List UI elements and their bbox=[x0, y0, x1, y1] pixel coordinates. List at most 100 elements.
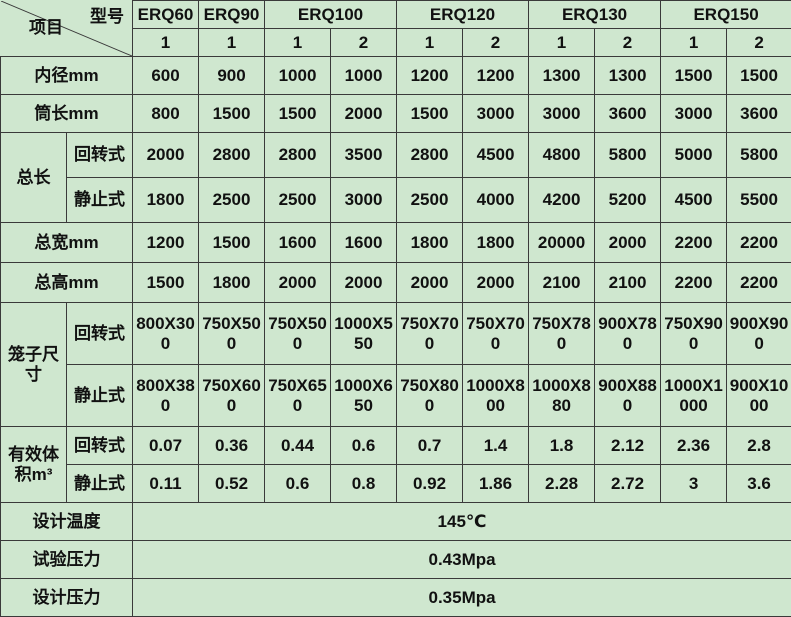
table-cell: 5500 bbox=[726, 177, 791, 223]
table-cell: 20000 bbox=[528, 222, 596, 263]
variant-header: 1 bbox=[528, 28, 596, 57]
table-cell: 1500 bbox=[660, 56, 728, 95]
table-cell: 1500 bbox=[132, 262, 199, 303]
table-cell: 3600 bbox=[726, 94, 791, 133]
table-cell: 2500 bbox=[396, 177, 464, 223]
table-cell: 2000 bbox=[462, 262, 530, 303]
table-cell: 1800 bbox=[132, 177, 199, 223]
table-row: 试验压力 0.43Mpa bbox=[0, 540, 791, 579]
table-cell: 1.4 bbox=[462, 426, 530, 465]
corner-header-cell: 型号 项目 bbox=[0, 0, 133, 57]
table-cell: 0.52 bbox=[198, 464, 265, 503]
table-cell-merged: 145℃ bbox=[131, 502, 791, 541]
table-cell: 4500 bbox=[660, 177, 728, 223]
table-cell: 800 bbox=[132, 94, 199, 133]
row-sublabel: 回转式 bbox=[66, 426, 133, 465]
table-cell: 3 bbox=[660, 464, 728, 503]
table-cell: 1300 bbox=[528, 56, 596, 95]
table-cell: 3500 bbox=[329, 132, 398, 178]
table-cell: 900X780 bbox=[594, 302, 662, 365]
table-cell: 750X780 bbox=[528, 302, 596, 365]
table-cell: 750X600 bbox=[198, 364, 265, 427]
table-cell: 1500 bbox=[198, 222, 265, 263]
table-cell: 600 bbox=[132, 56, 199, 95]
table-cell: 750X700 bbox=[462, 302, 530, 365]
table-cell: 0.6 bbox=[329, 426, 398, 465]
table-cell: 2000 bbox=[396, 262, 464, 303]
table-cell: 800X380 bbox=[132, 364, 199, 427]
table-cell: 3600 bbox=[594, 94, 662, 133]
table-row: 筒长mm 800 1500 1500 2000 1500 3000 3000 3… bbox=[0, 94, 791, 133]
model-group-header: ERQ130 bbox=[528, 0, 662, 29]
table-cell: 1300 bbox=[594, 56, 662, 95]
table-cell: 5000 bbox=[660, 132, 728, 178]
table-row: 有效体积m³ 回转式 0.07 0.36 0.44 0.6 0.7 1.4 1.… bbox=[0, 426, 791, 503]
variant-header: 2 bbox=[462, 28, 530, 57]
table-cell: 4800 bbox=[528, 132, 596, 178]
table-cell: 1200 bbox=[462, 56, 530, 95]
table-cell: 900X880 bbox=[594, 364, 662, 427]
row-sublabel: 回转式 bbox=[66, 302, 133, 365]
table-cell: 750X800 bbox=[396, 364, 464, 427]
table-cell: 1200 bbox=[132, 222, 199, 263]
table-cell: 800X300 bbox=[132, 302, 199, 365]
table-row: 静止式 0.11 0.52 0.6 0.8 0.92 1.86 2.28 2.7… bbox=[1, 464, 791, 503]
table-cell: 0.92 bbox=[396, 464, 464, 503]
table-cell: 1000X880 bbox=[528, 364, 596, 427]
table-cell: 4000 bbox=[462, 177, 530, 223]
header-row-models: 型号 项目 ERQ60 ERQ90 ERQ100 ERQ120 ERQ130 E… bbox=[0, 0, 791, 57]
table-cell: 2500 bbox=[198, 177, 265, 223]
variant-header: 2 bbox=[726, 28, 791, 57]
row-label: 设计温度 bbox=[0, 502, 133, 541]
table-cell: 1800 bbox=[462, 222, 530, 263]
table-cell: 1600 bbox=[329, 222, 398, 263]
table-cell: 5800 bbox=[726, 132, 791, 178]
row-sublabel: 静止式 bbox=[66, 464, 133, 503]
table-cell-merged: 0.43Mpa bbox=[131, 540, 791, 579]
table-cell: 2100 bbox=[528, 262, 596, 303]
table-cell: 4500 bbox=[462, 132, 530, 178]
row-label: 设计压力 bbox=[0, 578, 133, 617]
table-cell: 0.44 bbox=[264, 426, 331, 465]
table-cell: 0.6 bbox=[264, 464, 331, 503]
table-cell: 2100 bbox=[594, 262, 662, 303]
table-cell: 750X900 bbox=[660, 302, 728, 365]
table-row: 设计压力 0.35Mpa bbox=[0, 578, 791, 617]
table-row: 设计温度 145℃ bbox=[0, 502, 791, 541]
variant-header: 1 bbox=[132, 28, 199, 57]
table-cell: 750X700 bbox=[396, 302, 464, 365]
table-cell: 3000 bbox=[329, 177, 398, 223]
table-cell: 2000 bbox=[594, 222, 662, 263]
table-cell: 3000 bbox=[528, 94, 596, 133]
table-cell: 1500 bbox=[726, 56, 791, 95]
variant-header: 1 bbox=[198, 28, 265, 57]
model-group-header: ERQ60 bbox=[132, 0, 199, 29]
model-group-header: ERQ120 bbox=[396, 0, 530, 29]
variant-header: 2 bbox=[594, 28, 662, 57]
table-cell: 3.6 bbox=[726, 464, 791, 503]
model-group-header: ERQ100 bbox=[263, 0, 398, 29]
table-cell: 1500 bbox=[396, 94, 464, 133]
table-cell: 1800 bbox=[396, 222, 464, 263]
table-cell: 1.8 bbox=[528, 426, 596, 465]
table-cell: 2200 bbox=[726, 222, 791, 263]
model-group-header: ERQ90 bbox=[198, 0, 265, 29]
row-label: 筒长mm bbox=[0, 94, 133, 133]
table-cell: 0.11 bbox=[132, 464, 199, 503]
row-label-group: 总长 bbox=[0, 132, 67, 223]
table-cell: 2800 bbox=[264, 132, 331, 178]
table-cell: 2.28 bbox=[528, 464, 596, 503]
table-cell: 900X1000 bbox=[726, 364, 791, 427]
table-cell: 2200 bbox=[660, 222, 728, 263]
table-cell: 2800 bbox=[396, 132, 464, 178]
table-cell: 1000 bbox=[329, 56, 398, 95]
table-cell: 2.12 bbox=[594, 426, 662, 465]
table-cell: 1000X650 bbox=[329, 364, 398, 427]
table-cell: 1.86 bbox=[462, 464, 530, 503]
table-cell: 1500 bbox=[198, 94, 265, 133]
table-row: 静止式 1800 2500 2500 3000 2500 4000 4200 5… bbox=[1, 177, 791, 223]
table-row: 总宽mm 1200 1500 1600 1600 1800 1800 20000… bbox=[0, 222, 791, 263]
table-cell: 2000 bbox=[329, 94, 398, 133]
table-cell: 1500 bbox=[264, 94, 331, 133]
